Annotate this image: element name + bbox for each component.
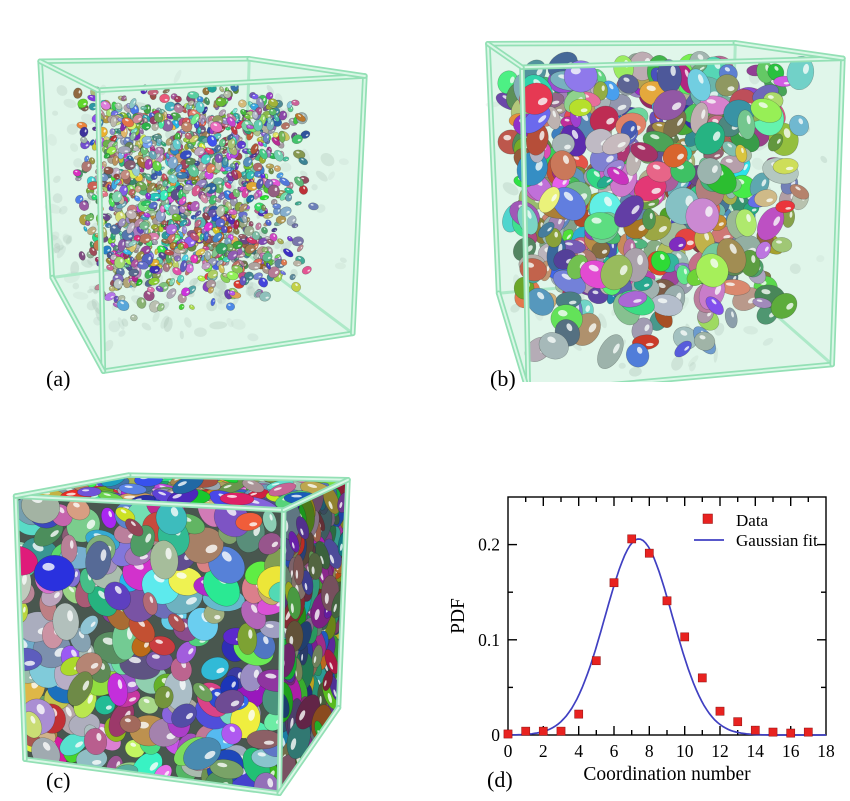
particles-group [72, 82, 319, 322]
legend-data-marker [702, 513, 713, 524]
caption-c: (c) [46, 768, 71, 793]
caption-a: (a) [46, 366, 71, 391]
packed-faces-group [15, 475, 348, 794]
caption-b: (b) [490, 366, 516, 391]
box-front-edges [37, 56, 368, 374]
box-front-edges [485, 40, 846, 382]
gaussian-fit-line [508, 538, 826, 736]
box-front-edges [12, 472, 351, 796]
particles-group [495, 51, 815, 369]
particle-cube-render-a [37, 56, 368, 374]
legend-data-label: Data [736, 511, 769, 530]
particle-cube-render-b [485, 40, 846, 382]
data-markers [503, 534, 813, 739]
legend-fit-label: Gaussian fit [736, 531, 818, 550]
caption-d: (d) [487, 767, 513, 792]
y-axis-label: PDF [448, 598, 469, 634]
box-glass-overlay [40, 58, 365, 372]
axis-labels: Coordination number PDF [448, 598, 751, 785]
box-glass-overlay [487, 42, 843, 382]
packed-cube-render-c [12, 472, 351, 796]
x-axis-label: Coordination number [583, 764, 751, 785]
